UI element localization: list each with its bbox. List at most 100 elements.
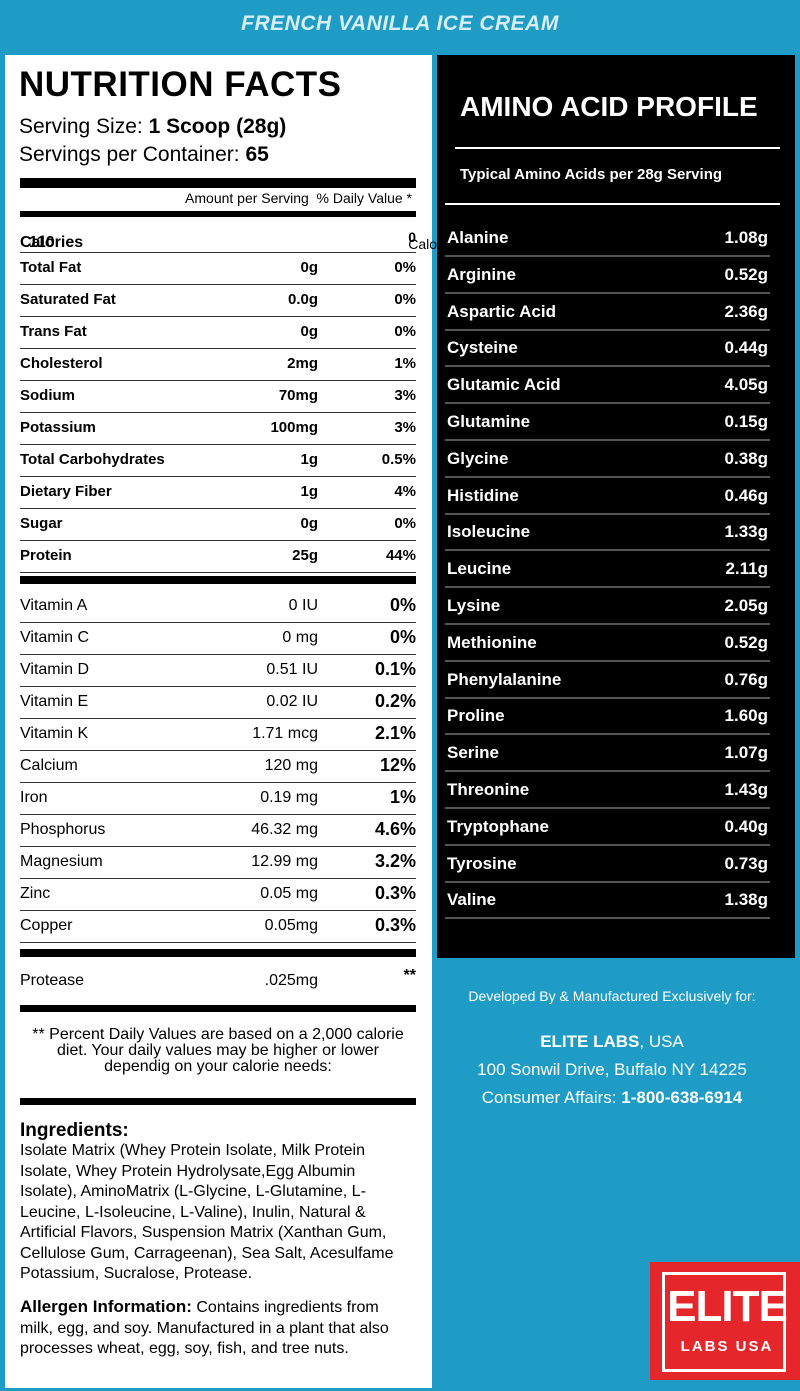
amino-name: Threonine [447,780,530,799]
nutrient-row: Vitamin A 0 IU 0% [20,590,416,623]
amino-value: 2.36g [724,301,768,321]
nutrient-amount: 0 IU [288,597,318,614]
nutrition-title: NUTRITION FACTS [19,65,342,104]
nutrient-dv: 0% [389,595,416,615]
nutrient-name: Copper [20,917,73,934]
manufacturer-intro: Developed By & Manufactured Exclusively … [468,988,756,1004]
ingredients-text: Isolate Matrix (Whey Protein Isolate, Mi… [20,1142,394,1282]
nutrient-name: Vitamin K [20,725,89,742]
value: 1 Scoop (28g) [148,115,287,138]
nutrient-row: Zinc 0.05 mg 0.3% [20,878,416,911]
nutrient-amount: 25g [292,547,318,564]
nutrient-dv: 2.1% [374,723,416,743]
nutrient-dv: 3.2% [374,851,416,871]
amino-row: Aspartic Acid 2.36g [445,294,770,331]
nutrient-amount: 100mg [270,419,318,436]
amino-name: Lysine [447,596,501,615]
nutrient-row: Vitamin K 1.71 mcg 2.1% [20,718,416,751]
phone-label: Consumer Affairs: [481,1088,617,1107]
nutrient-dv: 0.1% [374,659,416,679]
nutrient-amount: 0g [300,323,318,340]
amino-value: 2.11g [725,559,768,579]
nutrient-amount: 120 mg [264,757,318,774]
nutrient-amount: 46.32 mg [251,821,318,838]
nutrient-name: Total Fat [20,259,82,276]
servings: Servings per Container: 65 [19,143,269,167]
amino-subtitle: Typical Amino Acids per 28g Serving [460,166,723,183]
nutrient-name: Vitamin E [20,693,89,710]
nutrient-amount: 0.0g [287,291,318,308]
nutrient-dv: 4% [394,483,416,500]
amino-name: Phenylalanine [447,669,562,689]
amino-value: 0.76g [724,669,768,689]
nutrient-amount: 0g [300,259,318,276]
amino-name: Serine [447,743,499,763]
ingredients-label: Ingredients: [20,1120,129,1141]
amino-value: 1.43g [724,780,768,799]
country: , USA [639,1032,684,1051]
amino-name: Glycine [447,448,509,468]
nutrient-name: Trans Fat [20,323,87,340]
amino-value: 4.05g [724,375,768,395]
nutrient-dv: 3% [394,419,416,436]
amino-name: Alanine [447,228,509,247]
dv: ** [403,967,416,984]
logo-line2: LABS USA [680,1338,774,1355]
footnote: ** Percent Daily Values are based on a 2… [32,1026,404,1075]
nutrient-dv: 3% [394,387,416,404]
rule [445,203,780,205]
company: ELITE LABS, USA [437,1032,787,1052]
nutrient-name: Potassium [20,419,96,436]
nutrient-amount: 0.02 IU [266,693,318,710]
nutrient-amount: 70mg [278,387,318,404]
nutrient-dv: 0% [394,515,416,532]
logo-line1: ELITE [667,1282,788,1331]
nutrient-dv: 0.3% [374,883,416,903]
nutrient-dv: 0% [394,259,416,276]
amino-value: 0.52g [724,632,768,652]
amino-row: Glycine 0.38g [445,441,770,478]
nutrient-dv: 0.2% [374,691,416,711]
amino-name: Tryptophane [447,816,550,836]
nutrient-row: Cholesterol 2mg 1% [20,348,416,381]
nutrient-row: Sodium 70mg 3% [20,380,416,413]
nutrient-row: Trans Fat 0g 0% [20,316,416,349]
name: Protease [20,972,85,989]
nutrient-dv: 1% [389,787,416,807]
amino-row: Lysine 2.05g [445,588,770,625]
amino-row: Alanine 1.08g [445,220,770,257]
nutrient-amount: 0 mg [282,629,318,646]
column-header: Amount per Serving % Daily Value * [185,190,412,206]
amino-row: Phenylalanine 0.76g [445,662,770,699]
logo-frame [662,1272,786,1372]
calories: Calories 110 [20,227,83,251]
amino-title: AMINO ACID PROFILE [460,91,758,122]
amino-value: 0.15g [724,412,768,431]
amino-row: Isoleucine 1.33g [445,514,770,552]
nutrient-dv: 12% [379,755,416,775]
address: 100 Sonwil Drive, Buffalo NY 14225 [477,1060,747,1079]
nutrient-amount: 0.05 mg [260,885,318,902]
amino-row: Glutamine 0.15g [445,404,770,441]
nutrient-row: Copper 0.05mg 0.3% [20,910,416,943]
nutrient-row: Total Fat 0g 0% [20,252,416,285]
label: Servings per Container: [19,143,240,166]
nutrient-row: Phosphorus 46.32 mg 4.6% [20,814,416,847]
nutrient-name: Vitamin A [20,597,88,614]
amount: .025mg [264,972,318,989]
allergen-text: Contains ingredients from milk, egg, and… [20,1299,389,1357]
nutrient-dv: 0.3% [374,915,416,935]
amino-row: Proline 1.60g [445,698,770,736]
nutrient-name: Sodium [20,387,75,404]
nutrient-amount: 0.51 IU [266,661,318,678]
nutrient-amount: 2mg [287,355,318,372]
rule [20,949,416,957]
nutrient-row: Vitamin D 0.51 IU 0.1% [20,654,416,687]
nutrient-name: Vitamin D [20,661,90,678]
amino-value: 0.44g [724,338,768,358]
nutrient-name: Zinc [20,885,51,902]
nutrient-name: Saturated Fat [20,291,116,308]
amino-value: 1.08g [724,228,768,247]
nutrient-amount: 1g [300,483,318,500]
nutrient-name: Protein [20,547,72,564]
